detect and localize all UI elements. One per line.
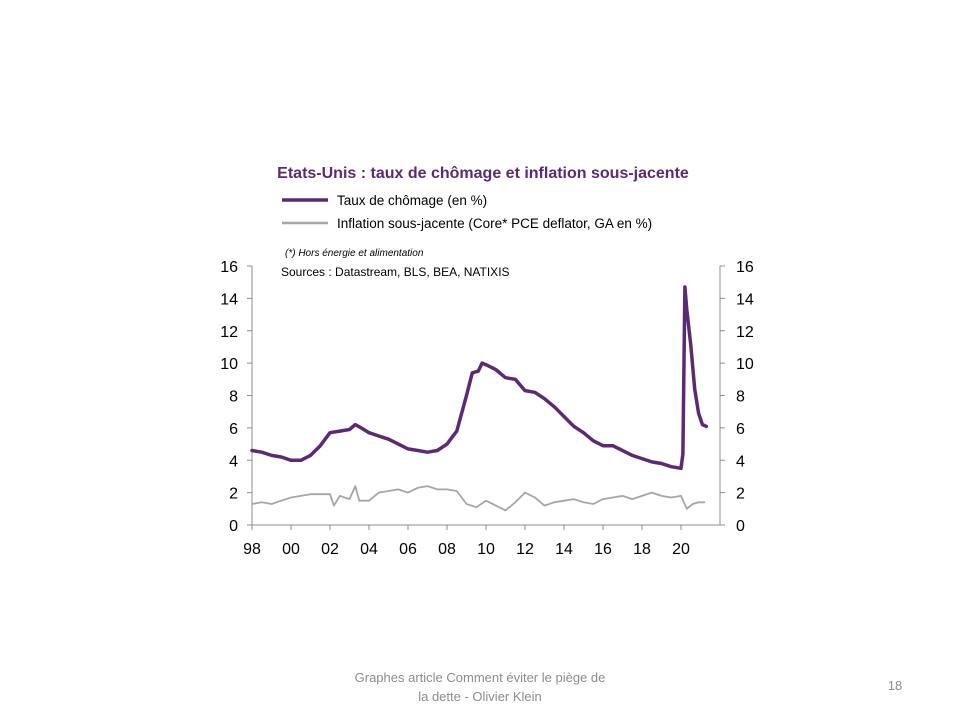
y-tick-label-right: 12	[736, 324, 754, 341]
slide-number: 18	[887, 678, 903, 693]
x-tick-label: 12	[516, 541, 534, 558]
footer-caption-line-1: Graphes article Comment éviter le piège …	[354, 670, 606, 685]
chart-title: Etats-Unis : taux de chômage et inflatio…	[277, 165, 689, 182]
y-tick-label-right: 2	[736, 486, 745, 503]
x-tick-label: 04	[360, 541, 378, 558]
y-tick-label-left: 10	[220, 356, 238, 373]
x-tick-label: 10	[477, 541, 495, 558]
chart-note: (*) Hors énergie et alimentation	[285, 248, 424, 259]
y-tick-label-right: 6	[736, 421, 745, 438]
footer-caption-line-2: la dette - Olivier Klein	[418, 689, 542, 704]
x-tick-label: 02	[321, 541, 339, 558]
y-tick-label-right: 14	[736, 291, 754, 308]
legend: Taux de chômage (en %) Inflation sous-ja…	[282, 193, 652, 231]
x-tick-label: 00	[282, 541, 300, 558]
legend-label-core-inflation: Inflation sous-jacente (Core* PCE deflat…	[337, 216, 652, 231]
y-tick-label-right: 4	[736, 453, 745, 470]
y-tick-label-left: 16	[220, 259, 238, 276]
x-tick-label: 18	[633, 541, 651, 558]
y-tick-label-left: 14	[220, 291, 238, 308]
series-line-unemployment	[250, 285, 709, 471]
x-tick-label: 98	[243, 541, 261, 558]
y-tick-label-left: 6	[229, 421, 238, 438]
chart-sources: Sources : Datastream, BLS, BEA, NATIXIS	[281, 265, 510, 279]
y-tick-label-right: 10	[736, 356, 754, 373]
y-tick-label-left: 12	[220, 324, 238, 341]
x-tick-label: 20	[672, 541, 690, 558]
y-tick-label-left: 0	[229, 518, 238, 535]
footer-caption: Graphes article Comment éviter le piège …	[330, 668, 630, 706]
legend-label-unemployment: Taux de chômage (en %)	[337, 193, 487, 208]
y-tick-label-left: 2	[229, 486, 238, 503]
y-tick-label-right: 0	[736, 518, 745, 535]
y-tick-label-left: 8	[229, 389, 238, 406]
x-tick-label: 06	[399, 541, 417, 558]
y-tick-label-right: 16	[736, 259, 754, 276]
y-tick-label-right: 8	[736, 389, 745, 406]
y-tick-label-left: 4	[229, 453, 238, 470]
series-line-core-inflation	[251, 485, 706, 512]
x-tick-label: 16	[594, 541, 612, 558]
x-tick-label: 08	[438, 541, 456, 558]
x-tick-label: 14	[555, 541, 573, 558]
